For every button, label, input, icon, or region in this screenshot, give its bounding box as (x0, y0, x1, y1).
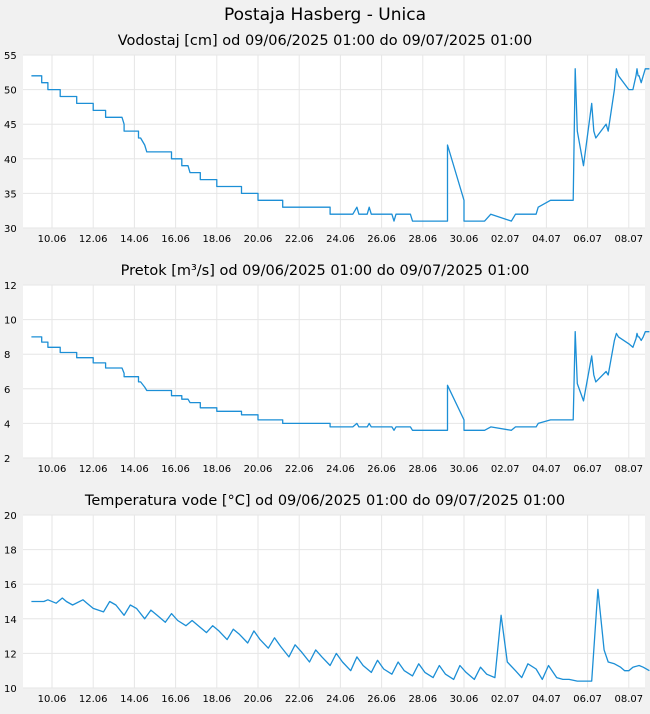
chart-0-x-tick: 10.06 (38, 234, 67, 245)
chart-0-x-tick: 14.06 (120, 234, 149, 245)
chart-1-y-tick: 2 (4, 454, 10, 465)
chart-2-x-tick: 22.06 (285, 694, 314, 705)
chart-2-y-tick: 12 (4, 649, 17, 660)
chart-0-x-tick: 24.06 (326, 234, 355, 245)
chart-2-x-tick: 24.06 (326, 694, 355, 705)
chart-1-title: Pretok [m³/s] od 09/06/2025 01:00 do 09/… (121, 263, 530, 279)
chart-1-x-tick: 24.06 (326, 464, 355, 475)
chart-0-series-line (31, 68, 650, 222)
chart-0-x-tick: 18.06 (202, 234, 231, 245)
chart-0-x-tick: 12.06 (79, 234, 108, 245)
chart-1-x-tick: 18.06 (202, 464, 231, 475)
chart-1-x-tick: 16.06 (161, 464, 190, 475)
chart-0-plot-area (23, 55, 645, 228)
chart-1-x-tick: 26.06 (367, 464, 396, 475)
chart-2-y-tick: 14 (4, 615, 17, 626)
chart-0-y-tick: 50 (4, 86, 17, 97)
chart-0-y-tick: 35 (4, 189, 17, 200)
chart-2-x-tick: 26.06 (367, 694, 396, 705)
chart-2-x-tick: 30.06 (450, 694, 479, 705)
chart-2-x-tick: 14.06 (120, 694, 149, 705)
chart-1-y-tick: 12 (4, 281, 17, 292)
chart-1-y-tick: 8 (4, 350, 10, 361)
chart-0-y-tick: 30 (4, 224, 17, 235)
chart-1-x-tick: 22.06 (285, 464, 314, 475)
chart-2-y-tick: 16 (4, 580, 17, 591)
chart-2-y-tick: 18 (4, 546, 17, 557)
chart-2-x-tick: 12.06 (79, 694, 108, 705)
chart-0-x-tick: 20.06 (244, 234, 273, 245)
chart-2-y-tick: 20 (4, 511, 17, 522)
chart-1-series-line (31, 331, 650, 431)
chart-2-x-tick: 04.07 (532, 694, 561, 705)
chart-0-x-tick: 16.06 (161, 234, 190, 245)
chart-1-x-tick: 28.06 (408, 464, 437, 475)
chart-0-x-tick: 30.06 (450, 234, 479, 245)
chart-2-x-tick: 16.06 (161, 694, 190, 705)
chart-0-title: Vodostaj [cm] od 09/06/2025 01:00 do 09/… (118, 33, 532, 49)
chart-1-x-tick: 08.07 (614, 464, 643, 475)
chart-1-x-tick: 20.06 (244, 464, 273, 475)
chart-1-x-tick: 12.06 (79, 464, 108, 475)
chart-1-y-tick: 10 (4, 316, 17, 327)
chart-2-x-tick: 10.06 (38, 694, 67, 705)
chart-0-x-tick: 08.07 (614, 234, 643, 245)
chart-2-plot-area (23, 515, 645, 688)
chart-2-x-tick: 28.06 (408, 694, 437, 705)
chart-1-x-tick: 30.06 (450, 464, 479, 475)
chart-1-y-tick: 4 (4, 419, 10, 430)
chart-0-x-tick: 06.07 (573, 234, 602, 245)
chart-2-title: Temperatura vode [°C] od 09/06/2025 01:0… (84, 493, 565, 509)
chart-2-x-tick: 08.07 (614, 694, 643, 705)
chart-0-y-tick: 40 (4, 155, 17, 166)
chart-0-x-tick: 04.07 (532, 234, 561, 245)
chart-0-y-tick: 55 (4, 51, 17, 62)
chart-0-x-tick: 02.07 (491, 234, 520, 245)
chart-0-x-tick: 26.06 (367, 234, 396, 245)
chart-0-x-tick: 28.06 (408, 234, 437, 245)
chart-1-x-tick: 10.06 (38, 464, 67, 475)
chart-0-x-tick: 22.06 (285, 234, 314, 245)
chart-2-series-line (31, 588, 650, 682)
chart-1-x-tick: 04.07 (532, 464, 561, 475)
page-title: Postaja Hasberg - Unica (224, 5, 426, 25)
chart-0-y-tick: 45 (4, 120, 17, 131)
chart-2-x-tick: 02.07 (491, 694, 520, 705)
chart-2-x-tick: 06.07 (573, 694, 602, 705)
chart-2-x-tick: 20.06 (244, 694, 273, 705)
chart-1-x-tick: 06.07 (573, 464, 602, 475)
chart-2-y-tick: 10 (4, 684, 17, 695)
chart-1-plot-area (23, 285, 645, 458)
chart-2-x-tick: 18.06 (202, 694, 231, 705)
chart-1-y-tick: 6 (4, 385, 10, 396)
chart-1-x-tick: 14.06 (120, 464, 149, 475)
chart-1-x-tick: 02.07 (491, 464, 520, 475)
